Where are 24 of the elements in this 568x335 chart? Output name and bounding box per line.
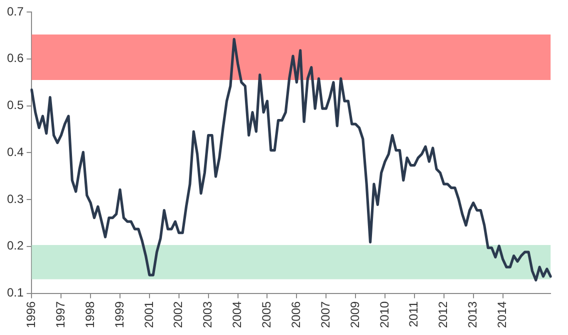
y-tick-label: 0.1 (6, 286, 24, 300)
x-tick-label: 2007 (318, 300, 332, 328)
x-tick-label: 1996 (24, 300, 38, 328)
x-tick-label: 2003 (200, 300, 215, 328)
y-tick-label: 0.6 (6, 51, 24, 66)
x-tick-label: 1998 (82, 300, 97, 328)
y-tick-label: 0.7 (6, 4, 24, 18)
x-tick-label: 2004 (230, 300, 244, 328)
y-tick-label: 0.3 (6, 192, 24, 206)
x-tick-label: 1999 (112, 300, 126, 328)
x-tick-label: 2002 (171, 300, 186, 328)
x-tick-label: 2009 (348, 300, 362, 328)
x-tick-label: 2005 (260, 300, 274, 328)
x-tick-label: 2013 (466, 300, 480, 328)
y-tick-label: 0.4 (6, 144, 24, 159)
y-tick-label: 0.2 (6, 238, 24, 253)
y-tick-label: 0.5 (6, 98, 24, 112)
x-tick-label: 2006 (288, 300, 303, 328)
x-tick-label: 1997 (53, 300, 68, 328)
x-tick-label: 2012 (436, 300, 450, 328)
x-tick-label: 2010 (377, 300, 392, 328)
x-tick-label: 2001 (142, 300, 156, 328)
x-tick-label: 2014 (495, 300, 510, 328)
x-tick-label: 2011 (406, 300, 421, 328)
